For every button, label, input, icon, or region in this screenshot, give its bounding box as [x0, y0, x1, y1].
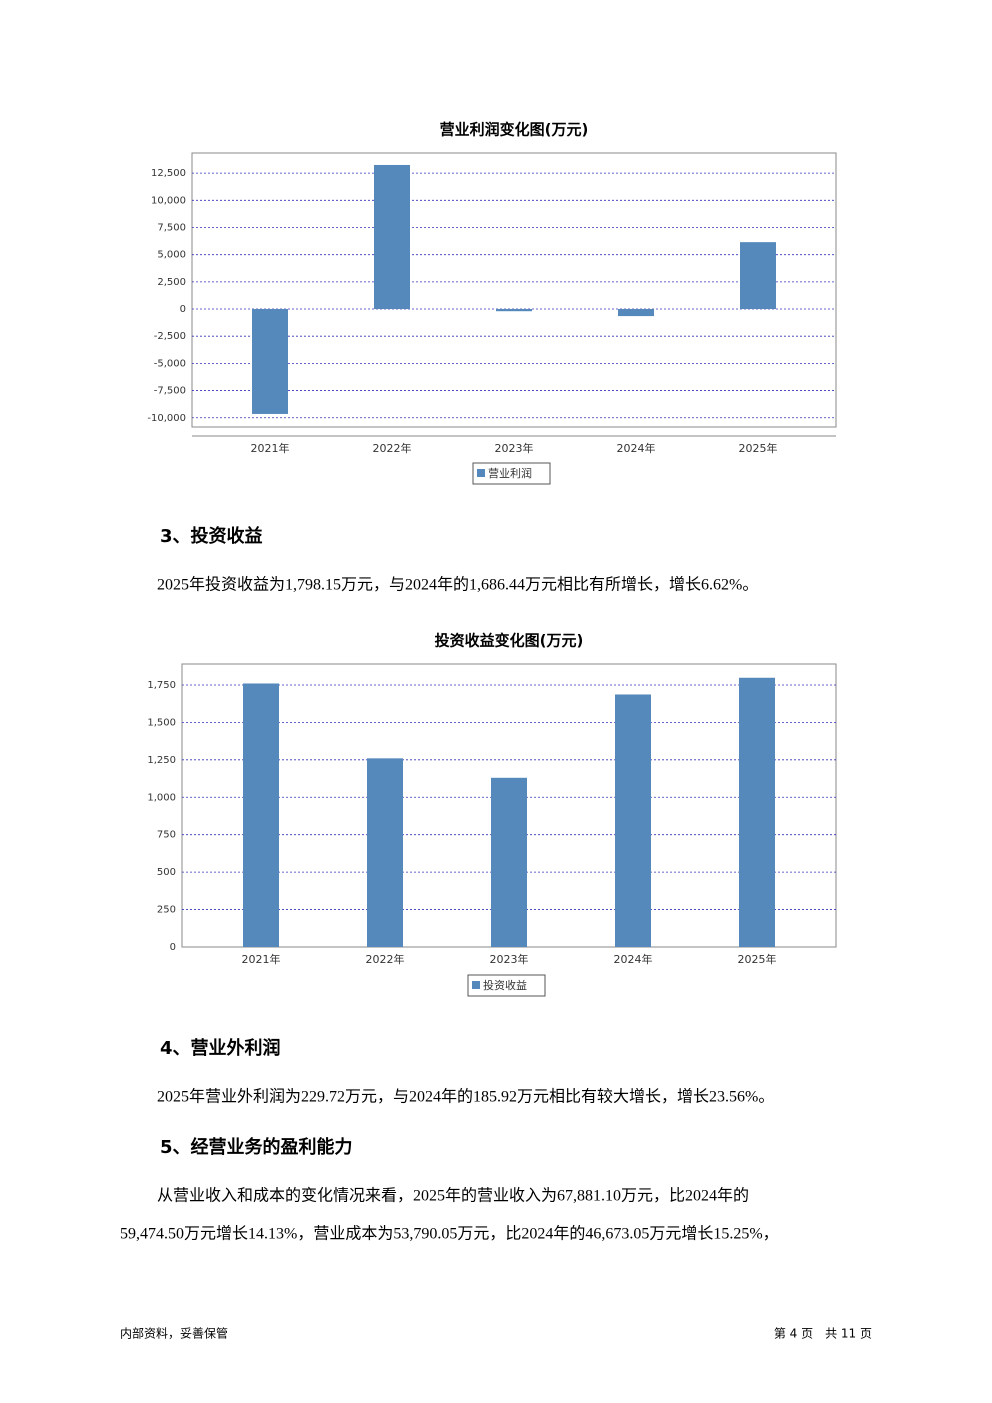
- footer-left: 内部资料，妥善保管: [120, 1326, 228, 1341]
- paragraph-line: 2025年营业外利润为229.72万元，与2024年的185.92万元相比有较大…: [157, 1088, 774, 1106]
- bar: [740, 242, 776, 310]
- x-tick-label: 2024年: [617, 441, 656, 455]
- bar: [496, 309, 532, 312]
- x-tick-label: 2021年: [251, 441, 290, 455]
- y-tick-label: -10,000: [147, 413, 186, 424]
- paragraph-line: 59,474.50万元增长14.13%，营业成本为53,790.05万元，比20…: [120, 1225, 779, 1243]
- y-tick-label: -2,500: [154, 331, 186, 342]
- y-tick-label: 0: [180, 304, 186, 315]
- legend-box: [467, 974, 546, 997]
- y-tick-label: 7,500: [157, 222, 186, 233]
- chart-title: 营业利润变化图(万元): [440, 121, 589, 139]
- y-tick-label: 5,000: [157, 250, 186, 261]
- bar: [491, 777, 527, 947]
- legend-label: 营业利润: [488, 466, 532, 480]
- x-tick-label: 2024年: [614, 952, 653, 966]
- y-tick-label: 0: [170, 942, 176, 953]
- bar: [252, 309, 288, 414]
- section-heading: 5、经营业务的盈利能力: [160, 1136, 353, 1158]
- bar: [739, 677, 775, 947]
- plot-frame: [191, 152, 837, 428]
- y-tick-label: 1,750: [147, 680, 176, 691]
- x-tick-label: 2023年: [490, 952, 529, 966]
- bar: [367, 758, 403, 947]
- x-tick-label: 2025年: [739, 441, 778, 455]
- section-heading: 4、营业外利润: [160, 1037, 281, 1059]
- paragraph-line: 从营业收入和成本的变化情况来看，2025年的营业收入为67,881.10万元，比…: [157, 1187, 749, 1205]
- legend-box: [472, 462, 551, 485]
- footer-right: 第 4 页 共 11 页: [774, 1327, 872, 1341]
- bar: [618, 309, 654, 317]
- paragraph-line: 2025年投资收益为1,798.15万元，与2024年的1,686.44万元相比…: [157, 576, 758, 594]
- chart-title: 投资收益变化图(万元): [435, 632, 584, 650]
- x-tick-label: 2021年: [242, 952, 281, 966]
- legend-swatch: [472, 981, 480, 989]
- bar: [243, 683, 279, 947]
- bar: [374, 164, 410, 310]
- y-tick-label: 500: [157, 867, 176, 878]
- y-tick-label: -7,500: [154, 386, 186, 397]
- x-tick-label: 2022年: [366, 952, 405, 966]
- x-tick-label: 2025年: [738, 952, 777, 966]
- y-tick-label: 1,500: [147, 717, 176, 728]
- bar: [615, 694, 651, 947]
- y-tick-label: 750: [157, 830, 176, 841]
- y-tick-label: 10,000: [151, 195, 186, 206]
- section-heading: 3、投资收益: [160, 525, 263, 547]
- x-tick-label: 2022年: [373, 441, 412, 455]
- y-tick-label: 250: [157, 905, 176, 916]
- y-tick-label: 1,000: [147, 792, 176, 803]
- legend-swatch: [477, 469, 485, 477]
- y-tick-label: 1,250: [147, 755, 176, 766]
- y-tick-label: -5,000: [154, 358, 186, 369]
- x-tick-label: 2023年: [495, 441, 534, 455]
- y-tick-label: 12,500: [151, 168, 186, 179]
- y-tick-label: 2,500: [157, 277, 186, 288]
- legend-label: 投资收益: [483, 978, 527, 992]
